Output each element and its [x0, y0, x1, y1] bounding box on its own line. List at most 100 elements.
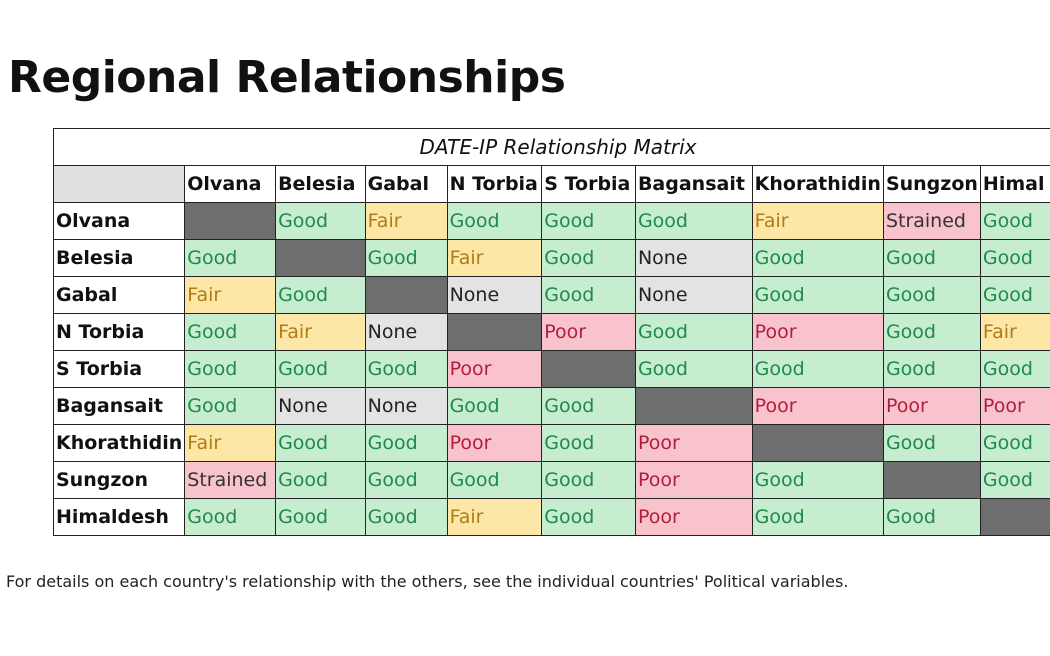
- relationship-cell: Fair: [979, 313, 1050, 351]
- relationship-cell: Good: [979, 424, 1050, 462]
- relationship-cell: Good: [364, 498, 448, 536]
- row-header: Bagansait: [52, 387, 186, 425]
- relationship-cell: Good: [541, 498, 636, 536]
- column-header: Belesia: [275, 165, 366, 203]
- column-header: Khorathidin: [751, 165, 884, 203]
- relationship-cell: Good: [275, 202, 366, 240]
- matrix-row: N Torbia Good Fair None Poor Good Poor Good Fair: [52, 313, 1050, 351]
- column-header: Himal: [979, 165, 1050, 203]
- relationship-cell: None: [275, 387, 366, 425]
- relationship-cell: Fair: [751, 202, 884, 240]
- row-header: S Torbia: [52, 350, 186, 388]
- relationship-cell: Good: [541, 387, 636, 425]
- relationship-cell: Strained: [882, 202, 981, 240]
- page-title: Regional Relationships: [8, 52, 566, 103]
- relationship-cell: Good: [541, 239, 636, 277]
- matrix-title: DATE-IP Relationship Matrix: [53, 128, 1050, 166]
- relationship-cell: Fair: [364, 202, 448, 240]
- relationship-cell: None: [634, 276, 753, 314]
- row-header: N Torbia: [52, 313, 186, 351]
- relationship-cell: Good: [979, 461, 1050, 499]
- matrix-row: Khorathidin Fair Good Good Poor Good Poor Good G…: [52, 424, 1050, 462]
- column-header: N Torbia: [446, 165, 543, 203]
- relationship-cell: Good: [882, 313, 981, 351]
- relationship-matrix: DATE-IP Relationship Matrix Olvana Belesi…: [52, 128, 1050, 536]
- row-header: Olvana: [52, 202, 186, 240]
- matrix-body: Olvana Good Fair Good Good Good Fair Strained Go…: [52, 202, 1050, 536]
- relationship-cell: Good: [634, 202, 753, 240]
- self-cell: [541, 350, 636, 388]
- relationship-cell: Fair: [446, 239, 543, 277]
- relationship-cell: Poor: [751, 387, 884, 425]
- relationship-cell: Good: [275, 498, 366, 536]
- column-header-row: Olvana Belesia Gabal N Torbia S Torbia Bagans…: [52, 165, 1050, 203]
- relationship-cell: None: [634, 239, 753, 277]
- relationship-cell: Good: [751, 239, 884, 277]
- self-cell: [979, 498, 1050, 536]
- corner-cell: [52, 165, 186, 203]
- relationship-cell: Good: [364, 239, 448, 277]
- column-header: Sungzon: [882, 165, 981, 203]
- relationship-cell: Good: [979, 276, 1050, 314]
- relationship-cell: Good: [364, 350, 448, 388]
- relationship-cell: Fair: [184, 424, 277, 462]
- self-cell: [275, 239, 366, 277]
- relationship-cell: Good: [446, 461, 543, 499]
- relationship-cell: Poor: [882, 387, 981, 425]
- relationship-cell: Good: [446, 387, 543, 425]
- relationship-cell: Good: [364, 461, 448, 499]
- relationship-cell: Good: [184, 350, 277, 388]
- relationship-cell: Good: [751, 498, 884, 536]
- matrix-row: Sungzon Strained Good Good Good Good Poor Good G…: [52, 461, 1050, 499]
- row-header: Belesia: [52, 239, 186, 277]
- column-header: Bagansait: [634, 165, 753, 203]
- matrix-table: DATE-IP Relationship Matrix Olvana Belesi…: [52, 128, 1050, 536]
- relationship-cell: None: [364, 313, 448, 351]
- relationship-cell: Good: [751, 461, 884, 499]
- relationship-cell: Poor: [634, 424, 753, 462]
- column-header: Olvana: [184, 165, 277, 203]
- relationship-cell: Good: [275, 461, 366, 499]
- relationship-cell: Good: [979, 202, 1050, 240]
- matrix-row: Himaldesh Good Good Good Fair Good Poor Good Goo…: [52, 498, 1050, 536]
- self-cell: [184, 202, 277, 240]
- row-header: Himaldesh: [52, 498, 186, 536]
- self-cell: [446, 313, 543, 351]
- relationship-cell: Good: [882, 350, 981, 388]
- self-cell: [364, 276, 448, 314]
- relationship-cell: Good: [184, 498, 277, 536]
- next-section-heading-cropped: [8, 632, 708, 656]
- matrix-row: Olvana Good Fair Good Good Good Fair Strained Go…: [52, 202, 1050, 240]
- relationship-cell: Good: [184, 239, 277, 277]
- relationship-cell: Fair: [446, 498, 543, 536]
- relationship-cell: Good: [751, 276, 884, 314]
- relationship-cell: Good: [446, 202, 543, 240]
- relationship-cell: Poor: [634, 461, 753, 499]
- matrix-row: S Torbia Good Good Good Poor Good Good Good Good: [52, 350, 1050, 388]
- relationship-cell: Fair: [184, 276, 277, 314]
- row-header: Gabal: [52, 276, 186, 314]
- relationship-cell: Poor: [446, 350, 543, 388]
- relationship-cell: Good: [882, 498, 981, 536]
- relationship-cell: None: [364, 387, 448, 425]
- relationship-cell: Poor: [751, 313, 884, 351]
- footnote: For details on each country's relationsh…: [6, 572, 849, 591]
- relationship-cell: Good: [634, 350, 753, 388]
- relationship-cell: Poor: [979, 387, 1050, 425]
- self-cell: [634, 387, 753, 425]
- relationship-cell: Good: [882, 424, 981, 462]
- relationship-cell: Good: [541, 202, 636, 240]
- matrix-row: Bagansait Good None None Good Good Poor Poor Poo…: [52, 387, 1050, 425]
- relationship-cell: Poor: [634, 498, 753, 536]
- relationship-cell: Good: [634, 313, 753, 351]
- matrix-row: Gabal Fair Good None Good None Good Good Good: [52, 276, 1050, 314]
- relationship-cell: Good: [751, 350, 884, 388]
- relationship-cell: Good: [364, 424, 448, 462]
- relationship-cell: Strained: [184, 461, 277, 499]
- self-cell: [882, 461, 981, 499]
- self-cell: [751, 424, 884, 462]
- relationship-cell: Good: [184, 387, 277, 425]
- relationship-cell: Good: [184, 313, 277, 351]
- relationship-cell: Good: [541, 276, 636, 314]
- matrix-row: Belesia Good Good Fair Good None Good Good Good: [52, 239, 1050, 277]
